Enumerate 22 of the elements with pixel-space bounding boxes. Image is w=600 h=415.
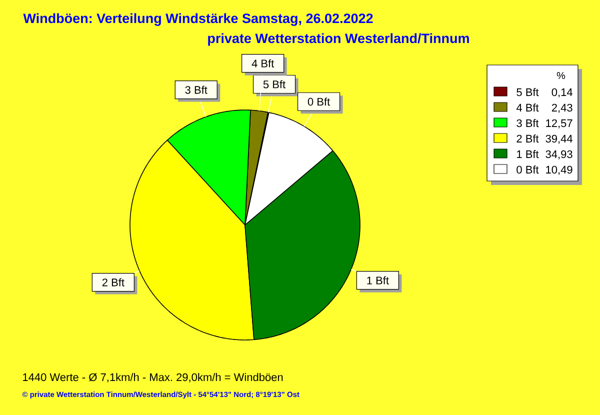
legend-label: 4 Bft xyxy=(516,104,539,112)
slice-label: 0 Bft xyxy=(308,98,330,106)
legend-label: 2 Bft xyxy=(516,134,539,143)
chart-title: Windböen: Verteilung Windstärke Samstag, 26.02.2022 xyxy=(23,13,373,26)
slice-label: 5 Bft xyxy=(263,80,286,88)
slice-label: 1 Bft xyxy=(367,276,389,284)
text: 1440 Werte - Ø 7,1km/h - Max. 29,0km/h = Windböen xyxy=(23,373,283,382)
legend-label: 3 Bft xyxy=(516,119,539,128)
data-label: 39,44 xyxy=(546,134,572,144)
data-label: 0,14 xyxy=(552,88,572,98)
data-label: 12,57 xyxy=(546,119,572,128)
slice-label: 4 Bft xyxy=(252,59,274,68)
slice-label: 2 Bft xyxy=(102,278,124,286)
data-label: 34,93 xyxy=(546,150,572,160)
chart-subtitle: private Wetterstation Westerland/Tinnum xyxy=(208,33,469,46)
legend-label: 5 Bft xyxy=(516,88,539,96)
slice-label: 3 Bft xyxy=(185,86,208,94)
data-label: 10,49 xyxy=(546,166,572,175)
legend-label: 1 Bft xyxy=(517,150,539,158)
data-label: 2,43 xyxy=(552,104,572,113)
legend-title: % xyxy=(556,72,566,80)
legend-label: 0 Bft xyxy=(516,166,539,174)
